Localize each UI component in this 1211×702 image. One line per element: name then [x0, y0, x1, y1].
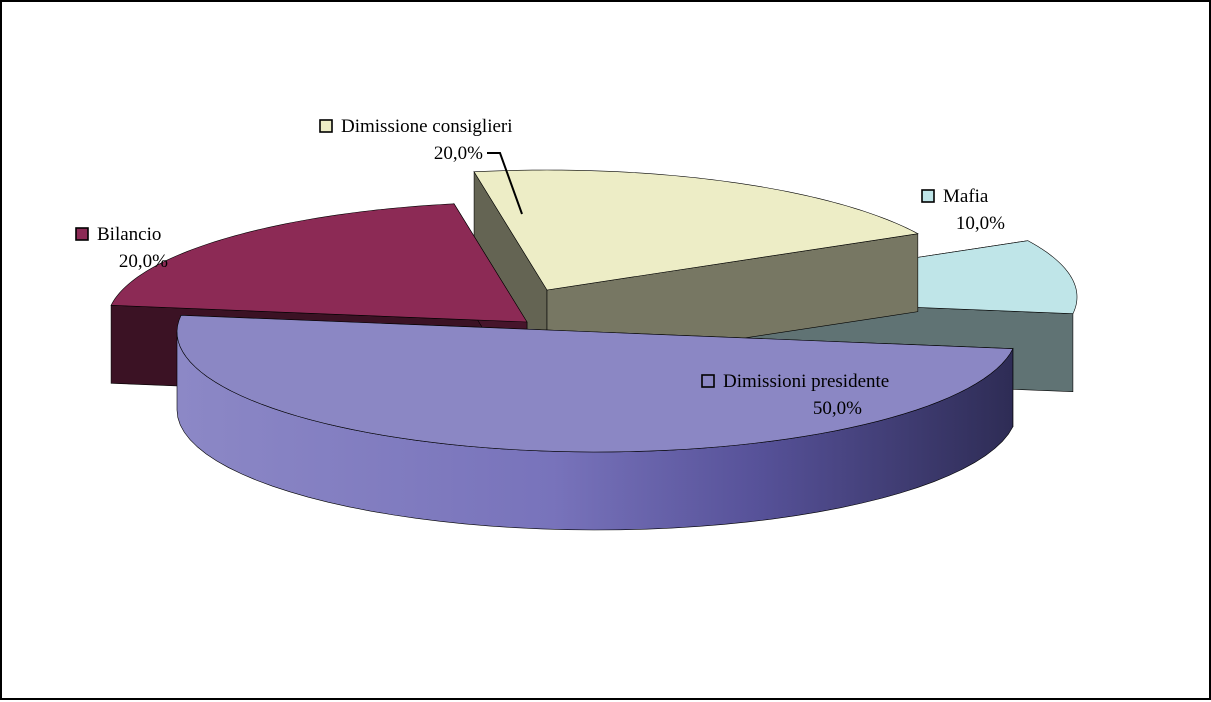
- legend-swatch: [921, 189, 935, 203]
- pie-slice-top: [473, 169, 919, 291]
- slice-percent-label: 50,0%: [813, 398, 862, 419]
- slice-name-label: Dimissioni presidente: [723, 371, 889, 392]
- legend-swatch: [75, 227, 89, 241]
- data-label-mafia: Mafia 10,0%: [921, 186, 1005, 234]
- slice-name-label: Mafia: [943, 186, 989, 207]
- slice-percent-label: 20,0%: [434, 143, 483, 164]
- pie-slice-top: [176, 314, 1014, 453]
- label-leader-line: [487, 152, 523, 215]
- data-label-dimissione-consiglieri: Dimissione consiglieri 20,0%: [319, 116, 513, 164]
- legend-swatch: [319, 119, 333, 133]
- slice-percent-label: 10,0%: [956, 213, 1005, 234]
- slice-name-label: Bilancio: [97, 224, 161, 245]
- legend-swatch: [701, 374, 715, 388]
- data-label-dimissioni-presidente: Dimissioni presidente 50,0%: [701, 371, 889, 419]
- pie-slice-dimissioni-presidente: [176, 314, 1014, 531]
- slice-name-label: Dimissione consiglieri: [341, 116, 513, 137]
- pie-slice-top: [110, 203, 528, 323]
- data-label-bilancio: Bilancio 20,0%: [75, 224, 168, 272]
- slice-percent-label: 20,0%: [119, 251, 168, 272]
